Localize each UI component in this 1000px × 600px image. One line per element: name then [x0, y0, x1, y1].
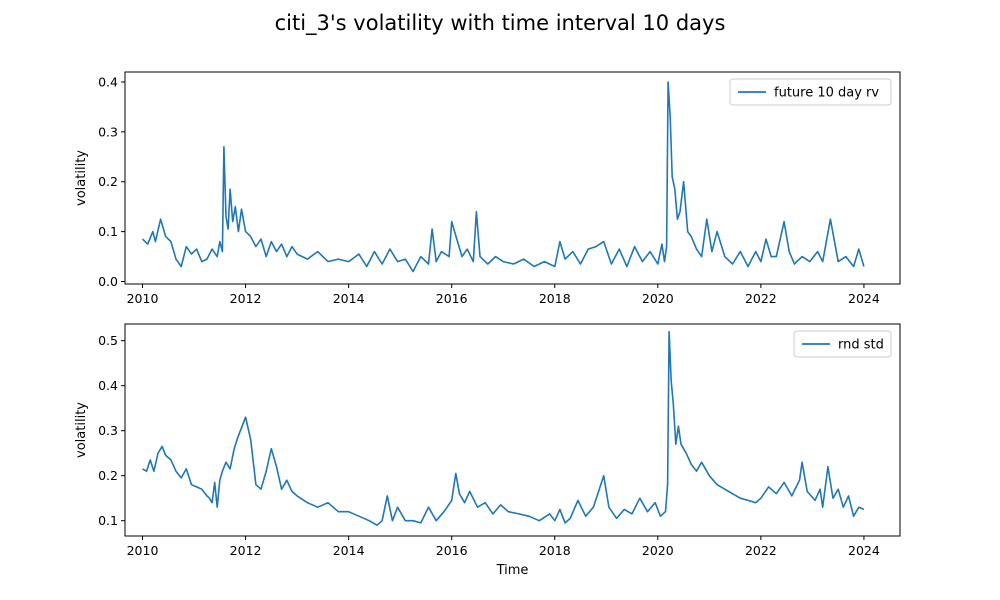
- x-tick-label: 2022: [745, 291, 777, 306]
- legend-label: rnd std: [838, 338, 884, 353]
- x-tick-label: 2014: [333, 291, 365, 306]
- x-axis-label: Time: [496, 563, 529, 578]
- bottom-chart-panel: 2010 2012 2014 2016 2018 2020 2022 2024 0.1 0.2 0.…: [74, 323, 901, 578]
- legend-label: future 10 day rv: [774, 86, 879, 101]
- y-tick-label: 0.5: [98, 333, 118, 348]
- x-tick-label: 2016: [436, 291, 468, 306]
- y-tick-label: 0.4: [98, 74, 118, 89]
- y-tick-label: 0.0: [98, 274, 118, 289]
- y-axis-label: volatility: [74, 150, 89, 206]
- axes-frame: [124, 323, 901, 537]
- y-tick-label: 0.2: [98, 468, 118, 483]
- x-tick-label: 2012: [230, 291, 262, 306]
- legend-box: [793, 330, 892, 358]
- legend: rnd std: [793, 330, 892, 358]
- y-axis-label: volatility: [74, 402, 89, 458]
- series-line-future-10-day-rv: [141, 81, 865, 273]
- top-chart-panel: 2010 2012 2014 2016 2018 2020 2022 2024 0.0 0.1 0.…: [74, 71, 901, 306]
- x-tick-label: 2010: [127, 543, 159, 558]
- x-tick-label: 2010: [127, 291, 159, 306]
- x-tick-label: 2024: [848, 291, 880, 306]
- x-tick-label: 2020: [642, 291, 674, 306]
- y-tick-label: 0.1: [98, 224, 118, 239]
- figure-title: citi_3's volatility with time interval 1…: [275, 11, 726, 36]
- y-tick-label: 0.4: [98, 378, 118, 393]
- y-tick-label: 0.2: [98, 174, 118, 189]
- x-tick-label: 2018: [539, 291, 571, 306]
- y-tick-label: 0.3: [98, 124, 118, 139]
- legend-box: [729, 78, 892, 106]
- legend: future 10 day rv: [729, 78, 892, 106]
- x-tick-label: 2024: [848, 543, 880, 558]
- x-tick-label: 2012: [230, 543, 262, 558]
- x-tick-label: 2016: [436, 543, 468, 558]
- axes-frame: [124, 71, 901, 285]
- x-tick-label: 2018: [539, 543, 571, 558]
- x-tick-label: 2022: [745, 543, 777, 558]
- series-line-rnd-std: [142, 330, 865, 526]
- x-tick-label: 2020: [642, 543, 674, 558]
- y-tick-label: 0.1: [98, 513, 118, 528]
- x-tick-label: 2014: [333, 543, 365, 558]
- y-tick-label: 0.3: [98, 423, 118, 438]
